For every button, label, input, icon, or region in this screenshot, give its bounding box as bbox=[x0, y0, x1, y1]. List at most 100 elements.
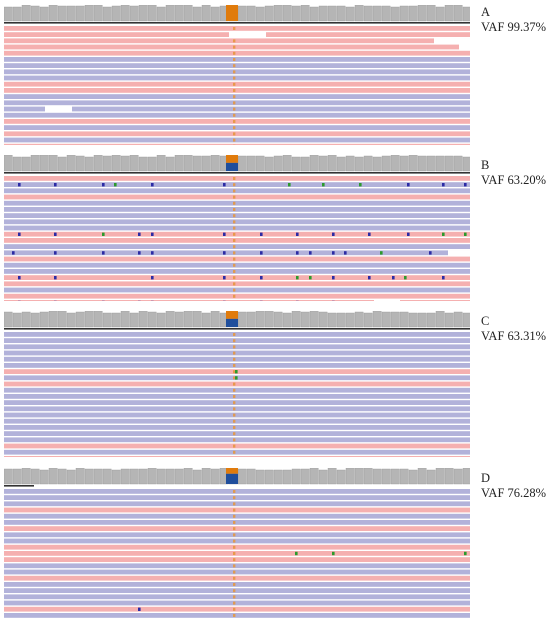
coverage-bar bbox=[255, 155, 265, 172]
read-track-b bbox=[4, 155, 470, 301]
coverage-bar bbox=[120, 468, 130, 485]
read-row bbox=[4, 489, 470, 494]
variant-base bbox=[233, 257, 236, 261]
variant-base bbox=[233, 27, 236, 30]
mismatch-a bbox=[296, 276, 299, 280]
read-row bbox=[4, 350, 470, 356]
variant-base bbox=[233, 107, 236, 111]
read-row bbox=[4, 269, 470, 274]
read-row bbox=[4, 406, 470, 412]
coverage-bar bbox=[30, 468, 40, 485]
coverage-bar bbox=[75, 468, 85, 485]
panel-d-label: D VAF 76.28% bbox=[481, 471, 546, 501]
coverage-bar bbox=[255, 469, 265, 485]
coverage-bar bbox=[66, 155, 76, 172]
variant-base bbox=[233, 189, 236, 193]
mismatch-c bbox=[309, 251, 312, 255]
read-row bbox=[4, 44, 470, 50]
coverage-bar bbox=[66, 469, 76, 485]
read-row bbox=[4, 381, 470, 387]
read-row bbox=[4, 57, 470, 62]
read-row bbox=[4, 300, 470, 301]
variant-base bbox=[233, 220, 236, 224]
read-row bbox=[4, 131, 470, 137]
coverage-bar bbox=[300, 468, 310, 485]
coverage-bar bbox=[48, 311, 58, 328]
variant-base bbox=[233, 270, 236, 273]
variant-base bbox=[233, 120, 236, 123]
coverage-bar bbox=[282, 155, 292, 172]
coverage-bar bbox=[201, 468, 211, 485]
coverage-bar bbox=[147, 468, 157, 485]
variant-base bbox=[233, 413, 236, 417]
read-row bbox=[4, 501, 470, 507]
variant-base bbox=[233, 288, 236, 292]
read-row bbox=[4, 94, 470, 99]
coverage-bar bbox=[84, 311, 94, 328]
read-row bbox=[4, 200, 470, 206]
mismatch-c bbox=[392, 276, 395, 280]
coverage-bar bbox=[282, 312, 292, 328]
coverage-bar bbox=[462, 312, 470, 328]
mismatch-c bbox=[407, 232, 410, 236]
read-row bbox=[4, 400, 470, 405]
read-row bbox=[4, 119, 470, 124]
coverage-bar bbox=[4, 6, 13, 22]
coverage-bar bbox=[399, 155, 409, 172]
read-row bbox=[4, 275, 470, 280]
coverage-bar bbox=[93, 311, 103, 328]
coverage-bar bbox=[426, 312, 436, 328]
coverage-bar bbox=[174, 155, 184, 172]
coverage-bar bbox=[273, 155, 283, 172]
variant-alt-bar bbox=[226, 318, 238, 327]
variant-base bbox=[233, 276, 236, 280]
mismatch-c bbox=[368, 276, 371, 280]
variant-base bbox=[233, 58, 236, 61]
coverage-bar bbox=[102, 155, 112, 172]
coverage-bar bbox=[165, 468, 175, 485]
read-row bbox=[4, 551, 470, 556]
mismatch-c bbox=[464, 183, 467, 187]
panel-letter: D bbox=[481, 471, 491, 485]
coverage-bar bbox=[84, 156, 94, 172]
read-row bbox=[4, 231, 470, 237]
read-row bbox=[4, 81, 470, 87]
coverage-bar bbox=[372, 311, 382, 328]
coverage-bar bbox=[183, 155, 193, 172]
variant-base bbox=[233, 527, 236, 531]
coverage-bar bbox=[165, 311, 175, 328]
coverage-bar bbox=[309, 468, 319, 485]
coverage-bar bbox=[30, 5, 40, 22]
variant-base bbox=[233, 214, 236, 218]
mismatch-c bbox=[260, 276, 263, 280]
read-row bbox=[4, 69, 470, 75]
mismatch-c bbox=[138, 607, 141, 611]
coverage-bar bbox=[192, 469, 202, 485]
variant-base bbox=[233, 595, 236, 599]
read-gap bbox=[459, 44, 470, 50]
coverage-bar bbox=[408, 5, 418, 22]
coverage-bar bbox=[381, 155, 391, 172]
coverage-bar bbox=[417, 155, 427, 172]
coverage-bar bbox=[192, 6, 202, 22]
variant-base bbox=[233, 426, 236, 429]
coverage-bar bbox=[201, 155, 211, 172]
coverage-bar bbox=[363, 5, 373, 22]
coverage-bar bbox=[120, 5, 130, 22]
mismatch-a bbox=[380, 251, 383, 255]
read-row bbox=[4, 125, 470, 130]
read-row bbox=[4, 594, 470, 600]
coverage-bar bbox=[147, 311, 157, 328]
coverage-bar bbox=[156, 6, 166, 22]
variant-base bbox=[233, 345, 236, 349]
read-row bbox=[4, 338, 470, 343]
read-gap bbox=[45, 106, 72, 112]
coverage-bar bbox=[57, 468, 67, 485]
variant-base bbox=[233, 195, 236, 199]
coverage-bar bbox=[4, 155, 13, 172]
coverage-bar bbox=[12, 468, 22, 485]
mismatch-c bbox=[151, 276, 154, 280]
coverage-bar bbox=[435, 155, 445, 172]
coverage-bar bbox=[237, 155, 247, 172]
coverage-bar bbox=[138, 5, 148, 22]
